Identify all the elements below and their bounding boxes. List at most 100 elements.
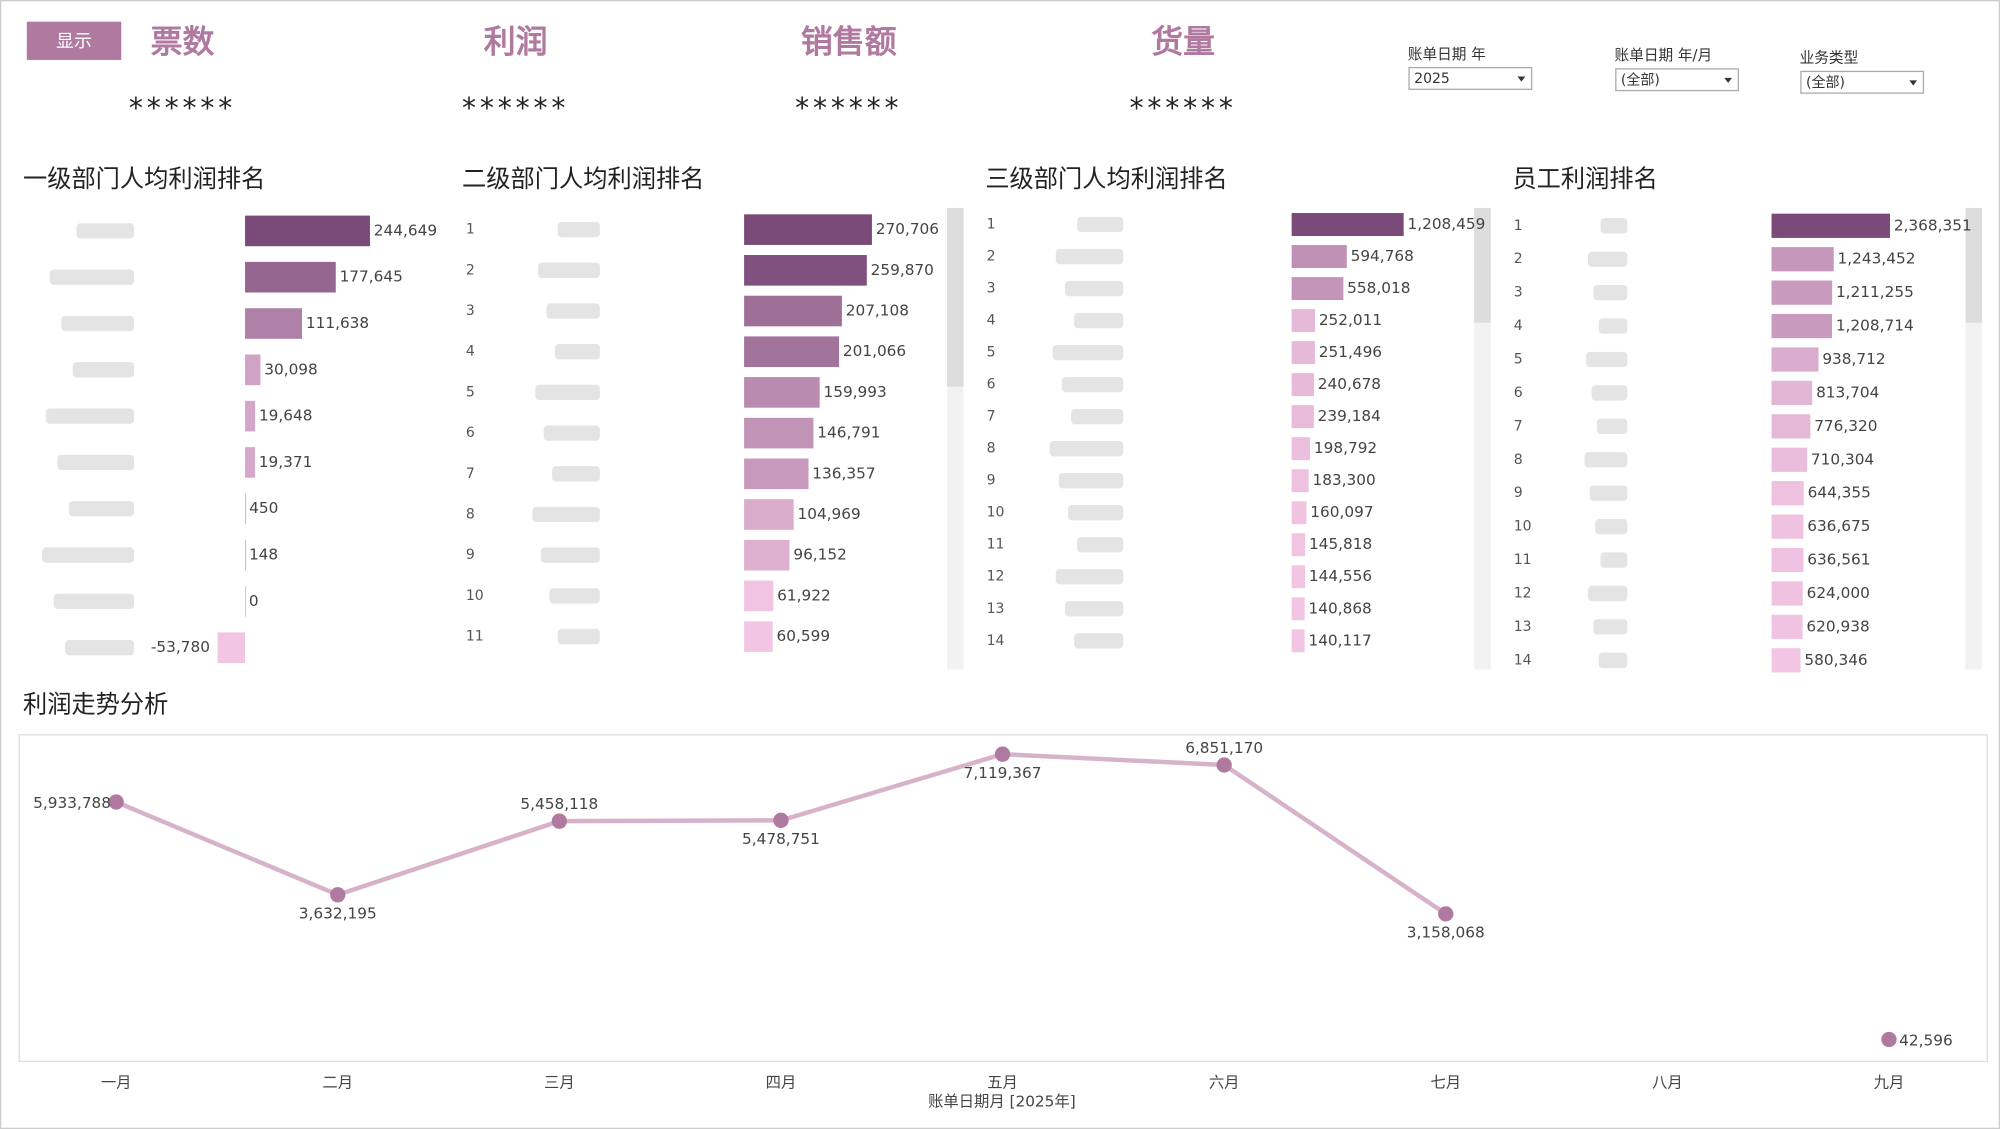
blurred-name [1055,569,1124,585]
value-label: 60,599 [777,627,831,645]
value-label: 42,596 [1899,1031,1953,1049]
rank-label: 13 [1514,619,1532,635]
filter-dropdown[interactable] [1615,68,1739,92]
bar [1771,313,1832,339]
blurred-name [1077,537,1124,553]
point [330,887,346,903]
point [1881,1031,1897,1048]
rank-label: 6 [987,377,996,393]
value-label: 5,933,788 [33,794,111,812]
blurred-name [1068,505,1124,521]
blurred-name [1584,452,1628,468]
bar [744,417,814,449]
scrollbar-track [1474,207,1491,670]
value-label: 624,000 [1807,584,1870,602]
bar [245,493,247,525]
kpi-value: ****** [1130,92,1237,125]
rank-label: 3 [466,303,475,319]
bar [1771,581,1803,606]
value-label: 201,066 [843,342,906,360]
plot-frame [18,734,1988,1063]
bar [1771,514,1804,539]
point [773,812,789,828]
scrollbar-thumb[interactable] [1965,207,1983,323]
panel-title: 利润走势分析 [23,689,168,718]
bar [1771,481,1804,506]
blurred-name [1064,280,1124,297]
bar [1291,309,1316,333]
blurred-name [1586,351,1628,368]
value-label: 183,300 [1312,471,1375,489]
blurred-name [76,223,135,239]
blurred-name [1064,601,1124,617]
value-label: 61,922 [777,586,831,604]
bar [744,580,774,612]
value-label: 252,011 [1319,311,1382,329]
rank-label: 11 [1514,552,1532,568]
value-label: 938,712 [1822,350,1885,368]
bar [1291,373,1314,397]
bar [744,458,809,490]
blurred-name [1593,284,1628,301]
scrollbar-thumb[interactable] [947,207,964,387]
bar [744,499,794,530]
blurred-name [546,303,600,319]
blurred-name [57,454,135,471]
x-tick-label: 五月 [987,1074,1018,1092]
bar [1291,533,1306,557]
show-button[interactable] [26,21,122,60]
rank-label: 1 [987,217,996,233]
rank-label: 14 [987,633,1005,649]
rank-label: 4 [987,313,996,329]
show-button-label[interactable]: 显示 [56,31,92,52]
rank-label: 7 [466,466,475,482]
value-label: 177,645 [340,268,403,286]
rank-label: 9 [987,473,996,489]
rank-label: 8 [466,506,475,522]
value-label: 111,638 [306,314,369,332]
rank-label: 14 [1514,652,1532,668]
rank-label: 7 [987,409,996,425]
rank-label: 4 [466,344,475,360]
filter-label: 业务类型 [1800,50,1859,67]
kpi-value: ****** [462,92,569,125]
value-label: 30,098 [264,360,318,378]
value-label: 240,678 [1318,375,1381,393]
value-label: 140,117 [1308,631,1371,649]
value-label: 558,018 [1347,279,1410,297]
x-tick-label: 七月 [1430,1074,1461,1092]
filter-dropdown[interactable] [1408,66,1533,90]
rank-label: 6 [1514,385,1523,401]
value-label: 2,368,351 [1894,216,1972,234]
value-label: 160,097 [1310,503,1373,521]
bar [744,539,790,571]
value-label: 813,704 [1816,383,1879,401]
bar [1291,245,1347,269]
bar [1771,280,1833,305]
filter-dropdown[interactable] [1800,70,1925,94]
rank-label: 5 [1514,351,1523,367]
scrollbar-thumb[interactable] [1474,207,1491,323]
kpi-title: 利润 [484,22,548,60]
value-label: 140,868 [1309,599,1372,617]
blurred-name [557,221,600,238]
filter-value: 2025 [1414,71,1450,87]
blurred-name [543,425,600,441]
point [108,794,124,810]
bar [217,632,246,663]
value-label: 776,320 [1814,417,1877,435]
point [551,813,568,829]
value-label: 636,561 [1807,551,1870,569]
bar [1291,341,1315,365]
dropdown-arrow [1724,77,1732,83]
bar [245,447,255,478]
panel-title: 一级部门人均利润排名 [23,164,265,193]
blurred-name [1596,418,1628,434]
bar [245,308,303,339]
bar [744,214,872,245]
blurred-name [1049,441,1124,457]
value-label: 594,768 [1351,247,1414,265]
kpi-title: 销售额 [801,22,897,60]
blurred-name [1595,518,1628,535]
